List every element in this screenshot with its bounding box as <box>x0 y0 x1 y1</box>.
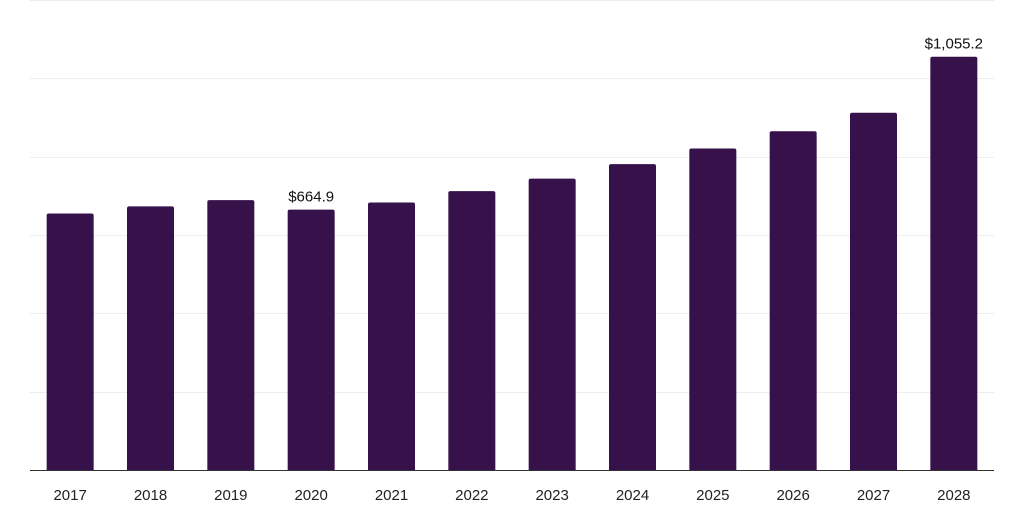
grid-lines <box>30 0 994 471</box>
x-tick-label-2017: 2017 <box>53 487 86 504</box>
bar-2020[interactable] <box>287 209 335 471</box>
bars <box>46 56 978 471</box>
x-tick-label-2022: 2022 <box>455 487 488 504</box>
x-tick-label-2026: 2026 <box>776 487 809 504</box>
bar-2019[interactable] <box>207 200 255 470</box>
bar-2022[interactable] <box>448 191 496 470</box>
x-tick-label-2023: 2023 <box>535 487 568 504</box>
bar-2027[interactable] <box>850 112 897 471</box>
bar-2017[interactable] <box>46 213 94 471</box>
x-tick-label-2018: 2018 <box>134 487 167 504</box>
bar-2018[interactable] <box>127 206 174 471</box>
bar-2026[interactable] <box>769 131 817 471</box>
data-labels: $664.9 $1,055.2 <box>288 36 983 206</box>
x-axis-tick-labels: 2017 2018 2019 2020 2021 2022 2023 2024 2025 2026… <box>53 487 970 504</box>
data-label-2028: $1,055.2 <box>925 36 983 53</box>
x-tick-label-2019: 2019 <box>214 487 247 504</box>
bar-2021[interactable] <box>368 202 415 470</box>
data-label-2020: $664.9 <box>288 189 334 206</box>
bar-2023[interactable] <box>528 178 576 470</box>
x-tick-label-2024: 2024 <box>616 487 649 504</box>
x-tick-label-2020: 2020 <box>294 487 327 504</box>
x-tick-label-2027: 2027 <box>857 487 890 504</box>
bar-2028[interactable] <box>930 56 978 471</box>
x-tick-label-2028: 2028 <box>937 487 970 504</box>
bar-2024[interactable] <box>609 164 656 470</box>
x-tick-label-2021: 2021 <box>375 487 408 504</box>
bar-2025[interactable] <box>689 148 737 471</box>
x-tick-label-2025: 2025 <box>696 487 729 504</box>
